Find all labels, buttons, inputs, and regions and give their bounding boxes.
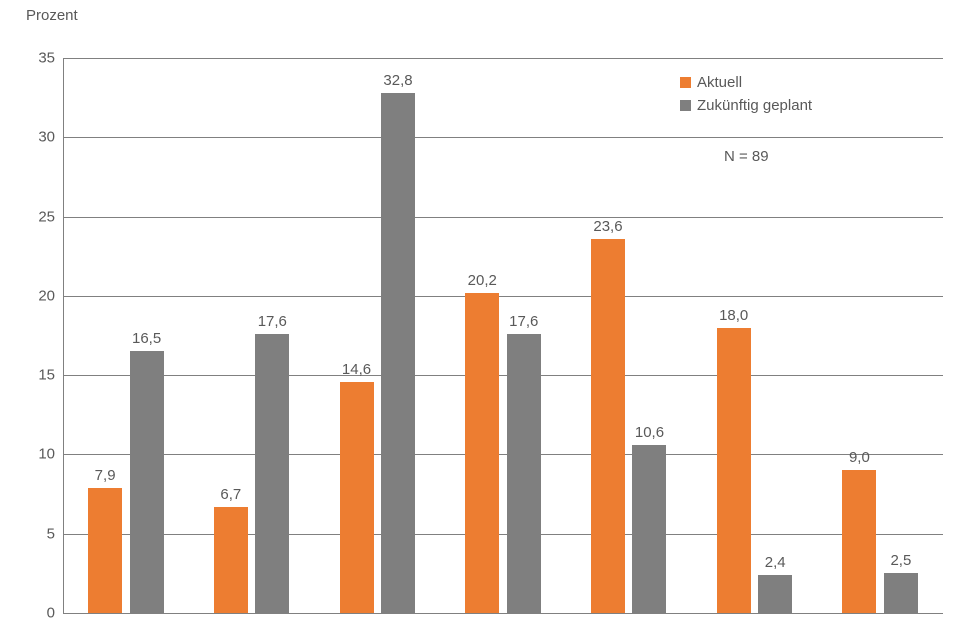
bar-value-label: 10,6 (635, 424, 664, 445)
bar-geplant: 16,5 (130, 351, 164, 613)
bar-geplant: 2,4 (758, 575, 792, 613)
bar-value-label: 18,0 (719, 307, 748, 328)
gridline (63, 534, 943, 535)
bar-value-label: 2,4 (765, 554, 786, 575)
bar-aktuell: 20,2 (465, 293, 499, 613)
bar-value-label: 20,2 (468, 272, 497, 293)
legend-swatch-geplant (680, 100, 691, 111)
gridline (63, 58, 943, 59)
bar-value-label: 6,7 (220, 486, 241, 507)
gridline (63, 375, 943, 376)
plot-area: Aktuell Zukünftig geplant N = 89 0510152… (63, 58, 943, 613)
bar-aktuell: 9,0 (842, 470, 876, 613)
bar-aktuell: 14,6 (340, 382, 374, 614)
y-tick-label: 10 (38, 446, 63, 463)
bar-geplant: 32,8 (381, 93, 415, 613)
bar-value-label: 16,5 (132, 330, 161, 351)
bar-value-label: 23,6 (593, 218, 622, 239)
y-tick-label: 0 (47, 605, 63, 622)
bar-value-label: 9,0 (849, 449, 870, 470)
legend-item-geplant: Zukünftig geplant (680, 97, 812, 114)
y-tick-label: 20 (38, 287, 63, 304)
bar-geplant: 17,6 (507, 334, 541, 613)
bar-geplant: 17,6 (255, 334, 289, 613)
bar-value-label: 14,6 (342, 361, 371, 382)
gridline (63, 296, 943, 297)
y-axis-title: Prozent (26, 7, 78, 24)
bar-value-label: 32,8 (383, 72, 412, 93)
legend-label-aktuell: Aktuell (697, 74, 742, 91)
gridline (63, 137, 943, 138)
sample-size-label: N = 89 (724, 148, 769, 165)
legend-swatch-aktuell (680, 77, 691, 88)
y-tick-label: 35 (38, 50, 63, 67)
chart-legend: Aktuell Zukünftig geplant (680, 74, 812, 120)
bar-geplant: 2,5 (884, 573, 918, 613)
gridline (63, 454, 943, 455)
gridline (63, 613, 943, 614)
bar-aktuell: 6,7 (214, 507, 248, 613)
bar-aktuell: 7,9 (88, 488, 122, 613)
bar-value-label: 7,9 (95, 467, 116, 488)
legend-label-geplant: Zukünftig geplant (697, 97, 812, 114)
y-tick-label: 25 (38, 208, 63, 225)
y-tick-label: 15 (38, 367, 63, 384)
bar-value-label: 17,6 (258, 313, 287, 334)
gridline (63, 217, 943, 218)
bar-value-label: 2,5 (890, 552, 911, 573)
y-axis-line (63, 58, 64, 613)
bar-geplant: 10,6 (632, 445, 666, 613)
y-tick-label: 5 (47, 525, 63, 542)
legend-item-aktuell: Aktuell (680, 74, 812, 91)
bar-chart: Prozent Aktuell Zukünftig geplant N = 89… (0, 0, 960, 626)
y-tick-label: 30 (38, 129, 63, 146)
bar-aktuell: 23,6 (591, 239, 625, 613)
bar-value-label: 17,6 (509, 313, 538, 334)
bar-aktuell: 18,0 (717, 328, 751, 613)
